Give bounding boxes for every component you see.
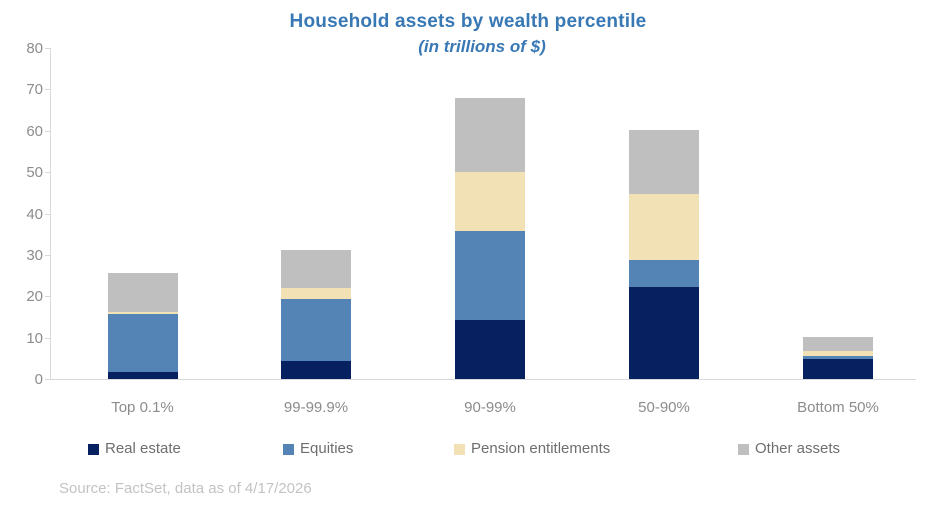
bar-segment-90-99-equities bbox=[455, 230, 525, 320]
bar-segment-bottom-50-other-assets bbox=[803, 336, 873, 352]
y-axis-tick-label: 60 bbox=[26, 122, 43, 140]
x-axis-label-99-99-9: 99-99.9% bbox=[283, 399, 349, 416]
source-note: Source: FactSet, data as of 4/17/2026 bbox=[59, 480, 312, 497]
y-axis-tick-label: 70 bbox=[26, 81, 43, 99]
y-axis-tick-label: 0 bbox=[34, 371, 43, 388]
bar-segment-99-99-9-equities bbox=[281, 298, 351, 362]
y-axis-tick bbox=[45, 48, 50, 49]
bar-segment-bottom-50-equities bbox=[803, 355, 873, 359]
bar-segment-99-99-9-real-estate bbox=[281, 361, 351, 379]
y-axis-tick-label: 50 bbox=[26, 164, 43, 182]
legend-label: Other assets bbox=[755, 440, 841, 457]
bar-segment-50-90-equities bbox=[629, 260, 699, 288]
legend-swatch-equities bbox=[283, 444, 294, 455]
y-axis-tick bbox=[45, 337, 50, 339]
chart-subtitle: (in trillions of $) bbox=[418, 37, 546, 56]
y-axis-tick bbox=[45, 213, 50, 215]
chart-title: Household assets by wealth percentile bbox=[289, 11, 647, 32]
legend-swatch-other-assets bbox=[738, 444, 749, 455]
bar-segment-top-0-1-real-estate bbox=[107, 371, 178, 379]
legend-item-real-estate: Real estate bbox=[88, 440, 181, 458]
y-axis-line bbox=[50, 48, 51, 380]
legend-label: Real estate bbox=[105, 440, 181, 457]
y-axis-tick bbox=[45, 172, 50, 174]
y-axis-tick-label: 30 bbox=[26, 246, 43, 264]
x-axis-label-top-0-1: Top 0.1% bbox=[111, 399, 174, 416]
y-axis-tick bbox=[45, 130, 50, 132]
bar-segment-top-0-1-other-assets bbox=[107, 272, 178, 312]
y-axis-tick bbox=[45, 89, 50, 91]
y-axis-tick bbox=[45, 379, 50, 380]
bar-segment-99-99-9-pension-entitlements bbox=[281, 287, 351, 299]
bar-segment-bottom-50-real-estate bbox=[803, 358, 873, 379]
bar-segment-top-0-1-equities bbox=[107, 314, 178, 372]
bar-segment-99-99-9-other-assets bbox=[281, 250, 351, 288]
bar-segment-50-90-real-estate bbox=[629, 287, 699, 379]
y-axis-tick bbox=[45, 254, 50, 256]
x-axis-label-90-99: 90-99% bbox=[464, 399, 516, 416]
x-axis-label-bottom-50: Bottom 50% bbox=[797, 399, 879, 416]
bar-segment-50-90-pension-entitlements bbox=[629, 193, 699, 261]
y-axis-tick-label: 10 bbox=[26, 329, 43, 347]
bar-segment-top-0-1-pension-entitlements bbox=[107, 311, 178, 315]
legend-item-other-assets: Other assets bbox=[738, 440, 840, 458]
x-axis-line bbox=[50, 379, 916, 380]
x-axis-label-50-90: 50-90% bbox=[638, 399, 690, 416]
legend-label: Pension entitlements bbox=[471, 440, 611, 457]
legend-swatch-pension-entitlements bbox=[454, 444, 465, 455]
bar-segment-90-99-real-estate bbox=[455, 319, 525, 379]
legend-swatch-real-estate bbox=[88, 444, 99, 455]
y-axis-tick bbox=[45, 296, 50, 298]
bar-segment-90-99-pension-entitlements bbox=[455, 172, 525, 231]
bar-segment-90-99-other-assets bbox=[455, 97, 525, 173]
bar-segment-50-90-other-assets bbox=[629, 130, 699, 194]
bar-segment-bottom-50-pension-entitlements bbox=[803, 351, 873, 356]
y-axis-tick-label: 80 bbox=[26, 40, 43, 57]
legend-item-equities: Equities bbox=[283, 440, 353, 458]
y-axis-tick-label: 20 bbox=[26, 288, 43, 306]
y-axis-tick-label: 40 bbox=[26, 205, 43, 223]
legend-label: Equities bbox=[300, 440, 354, 457]
legend-item-pension-entitlements: Pension entitlements bbox=[454, 440, 610, 458]
